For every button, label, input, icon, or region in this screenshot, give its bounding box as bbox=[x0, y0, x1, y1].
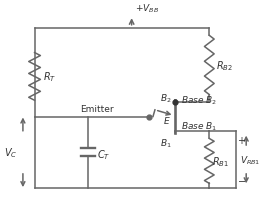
Text: $R_T$: $R_T$ bbox=[43, 70, 57, 84]
Text: $B_1$: $B_1$ bbox=[160, 137, 171, 149]
Text: $R_{B1}$: $R_{B1}$ bbox=[212, 154, 229, 168]
Text: $V_C$: $V_C$ bbox=[4, 146, 17, 159]
Text: Base $B_2$: Base $B_2$ bbox=[181, 94, 218, 106]
Text: $C_T$: $C_T$ bbox=[97, 148, 110, 161]
Text: $B_2$: $B_2$ bbox=[160, 92, 171, 104]
Text: $V_{RB1}$: $V_{RB1}$ bbox=[240, 153, 261, 166]
Text: $R_{B2}$: $R_{B2}$ bbox=[216, 59, 233, 72]
Text: Base $B_1$: Base $B_1$ bbox=[181, 120, 218, 132]
Text: $+V_{BB}$: $+V_{BB}$ bbox=[135, 3, 159, 15]
Text: $-$: $-$ bbox=[237, 174, 247, 184]
Text: Emitter: Emitter bbox=[80, 104, 113, 113]
Text: +: + bbox=[237, 135, 245, 145]
Text: E: E bbox=[164, 116, 170, 125]
